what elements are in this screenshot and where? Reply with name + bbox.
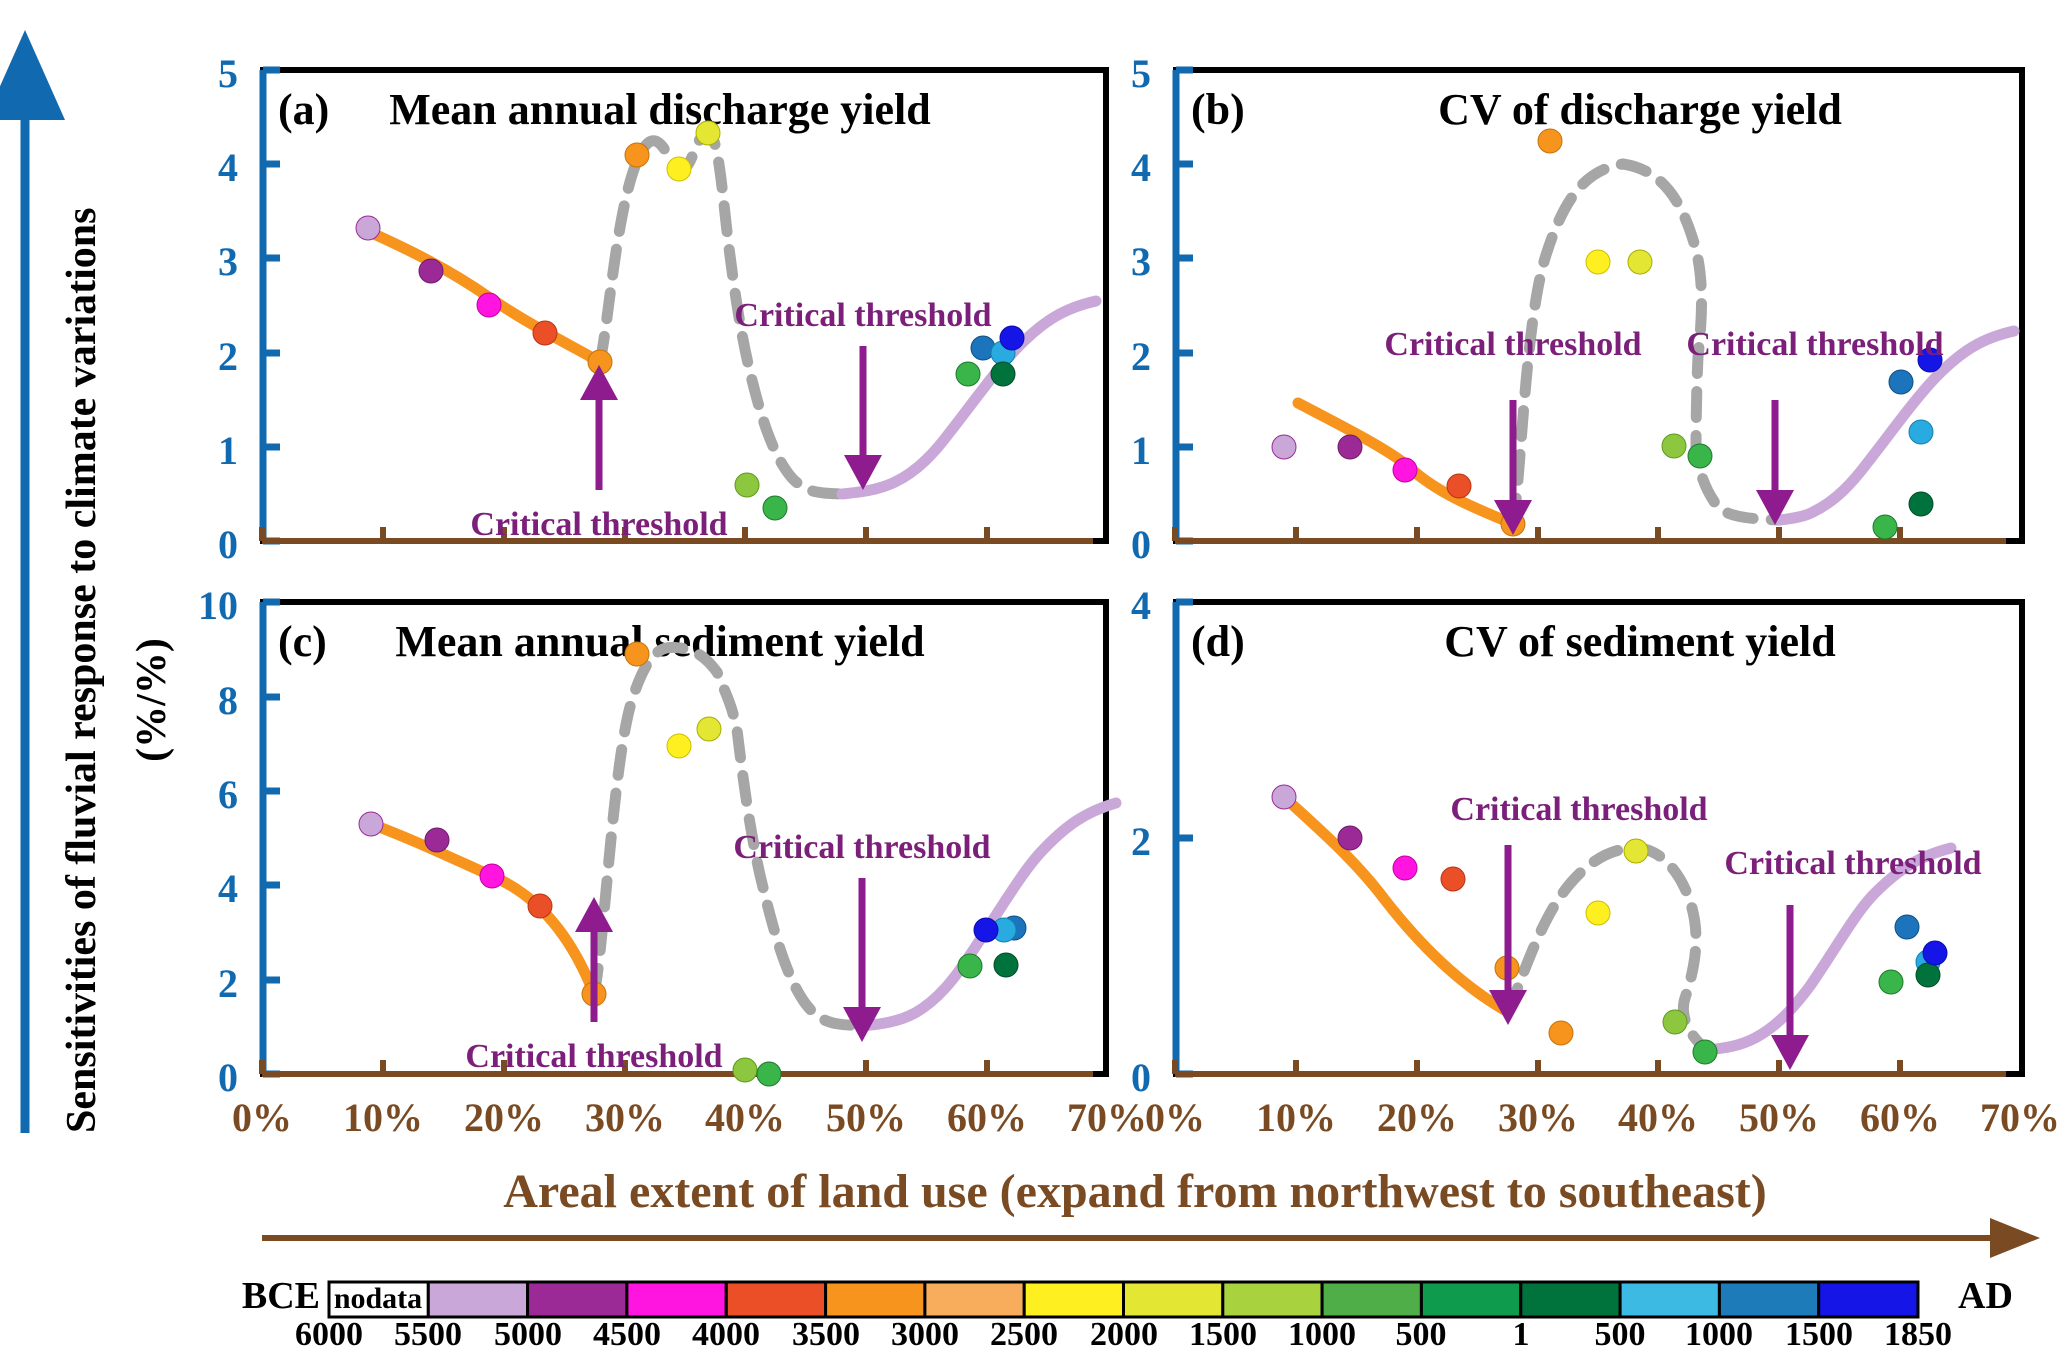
- svg-text:5000: 5000: [494, 1316, 562, 1353]
- svg-text:AD: AD: [1958, 1275, 2013, 1317]
- svg-text:Mean annual sediment yield: Mean annual sediment yield: [395, 617, 924, 666]
- svg-text:3000: 3000: [891, 1316, 959, 1353]
- svg-text:30%: 30%: [585, 1095, 665, 1140]
- svg-text:Critical threshold: Critical threshold: [1724, 845, 1981, 882]
- svg-text:3500: 3500: [792, 1316, 860, 1353]
- svg-text:5500: 5500: [394, 1316, 462, 1353]
- svg-text:2: 2: [218, 961, 238, 1006]
- svg-text:(b): (b): [1191, 85, 1245, 134]
- svg-text:Critical threshold: Critical threshold: [734, 297, 991, 334]
- svg-text:1: 1: [1131, 428, 1151, 473]
- svg-text:1500: 1500: [1189, 1316, 1257, 1353]
- svg-text:0: 0: [1131, 1055, 1151, 1100]
- svg-text:3: 3: [218, 239, 238, 284]
- svg-text:1: 1: [1513, 1316, 1530, 1353]
- svg-text:Mean annual discharge yield: Mean annual discharge yield: [389, 85, 931, 134]
- svg-text:40%: 40%: [1618, 1095, 1698, 1140]
- svg-text:1000: 1000: [1288, 1316, 1356, 1353]
- svg-text:4000: 4000: [692, 1316, 760, 1353]
- svg-text:50%: 50%: [826, 1095, 906, 1140]
- svg-text:0%: 0%: [1145, 1095, 1205, 1140]
- svg-text:10%: 10%: [343, 1095, 423, 1140]
- svg-text:2000: 2000: [1090, 1316, 1158, 1353]
- svg-text:nodata: nodata: [334, 1282, 422, 1315]
- svg-text:10%: 10%: [1256, 1095, 1336, 1140]
- svg-text:10: 10: [198, 583, 238, 628]
- svg-text:5: 5: [218, 51, 238, 96]
- svg-text:3: 3: [1131, 239, 1151, 284]
- svg-text:(a): (a): [278, 85, 329, 134]
- svg-text:60%: 60%: [1860, 1095, 1940, 1140]
- svg-text:Critical threshold: Critical threshold: [1686, 326, 1943, 363]
- svg-text:5: 5: [1131, 51, 1151, 96]
- svg-text:8: 8: [218, 678, 238, 723]
- svg-text:2500: 2500: [990, 1316, 1058, 1353]
- svg-text:70%: 70%: [1980, 1095, 2060, 1140]
- svg-text:6: 6: [218, 772, 238, 817]
- svg-text:(c): (c): [278, 617, 327, 666]
- svg-text:Critical threshold: Critical threshold: [465, 1038, 722, 1075]
- svg-text:50%: 50%: [1739, 1095, 1819, 1140]
- svg-text:Critical threshold: Critical threshold: [470, 506, 727, 543]
- svg-text:2: 2: [1131, 819, 1151, 864]
- svg-text:60%: 60%: [947, 1095, 1027, 1140]
- svg-text:0: 0: [218, 1055, 238, 1100]
- svg-text:1000: 1000: [1685, 1316, 1753, 1353]
- svg-text:CV of sediment yield: CV of sediment yield: [1444, 617, 1836, 666]
- svg-text:BCE: BCE: [242, 1275, 320, 1317]
- svg-text:20%: 20%: [464, 1095, 544, 1140]
- svg-text:1850: 1850: [1884, 1316, 1952, 1353]
- svg-text:20%: 20%: [1377, 1095, 1457, 1140]
- svg-text:0: 0: [218, 522, 238, 567]
- svg-text:Critical threshold: Critical threshold: [1450, 791, 1707, 828]
- svg-text:CV of discharge yield: CV of discharge yield: [1438, 85, 1842, 134]
- svg-text:4: 4: [1131, 583, 1151, 628]
- svg-text:2: 2: [218, 334, 238, 379]
- svg-text:4: 4: [1131, 145, 1151, 190]
- svg-text:(%/%): (%/%): [129, 638, 175, 762]
- svg-text:70%: 70%: [1067, 1095, 1147, 1140]
- svg-text:30%: 30%: [1498, 1095, 1578, 1140]
- svg-text:4: 4: [218, 145, 238, 190]
- svg-text:0%: 0%: [232, 1095, 292, 1140]
- svg-text:40%: 40%: [705, 1095, 785, 1140]
- svg-text:6000: 6000: [295, 1316, 363, 1353]
- svg-text:Critical threshold: Critical threshold: [1384, 326, 1641, 363]
- svg-text:500: 500: [1396, 1316, 1447, 1353]
- svg-text:1: 1: [218, 428, 238, 473]
- svg-text:4: 4: [218, 866, 238, 911]
- svg-text:0: 0: [1131, 522, 1151, 567]
- svg-text:Areal extent of land use (expa: Areal extent of land use (expand from no…: [503, 1165, 1767, 1218]
- svg-text:2: 2: [1131, 334, 1151, 379]
- svg-text:(d): (d): [1191, 617, 1245, 666]
- svg-text:500: 500: [1595, 1316, 1646, 1353]
- svg-text:Critical threshold: Critical threshold: [733, 829, 990, 866]
- svg-text:1500: 1500: [1785, 1316, 1853, 1353]
- svg-text:4500: 4500: [593, 1316, 661, 1353]
- svg-text:Sensitivities of fluvial respo: Sensitivities of fluvial response to cli…: [59, 208, 105, 1134]
